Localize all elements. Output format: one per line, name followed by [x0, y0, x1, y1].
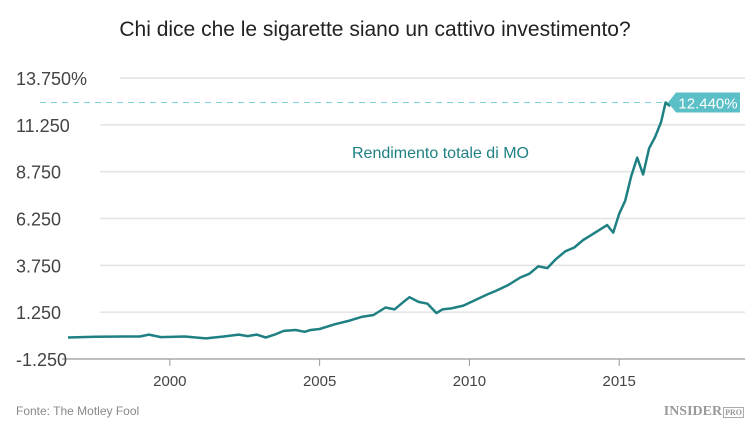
series-line-mo — [67, 101, 671, 340]
y-tick-label: -1.250 — [16, 350, 67, 370]
series-label: Rendimento totale di MO — [352, 145, 529, 162]
logo-main: INSIDER — [663, 404, 723, 419]
x-tick-label: 2015 — [602, 373, 635, 390]
y-tick-label: 8.750 — [16, 163, 61, 183]
insider-pro-logo: INSIDER PRO — [664, 404, 744, 420]
end-value-badge — [668, 92, 740, 113]
source-note: Fonte: The Motley Fool — [16, 404, 140, 418]
x-tick-label: 2010 — [453, 373, 486, 390]
logo-suffix: PRO — [723, 407, 744, 418]
x-tick-label: 2000 — [153, 373, 186, 390]
x-tick-label: 2005 — [303, 373, 336, 390]
y-tick-label: 13.750% — [16, 69, 87, 89]
y-tick-label: 6.250 — [16, 210, 61, 230]
y-tick-label: 11.250 — [16, 116, 70, 136]
y-tick-label: 1.250 — [16, 303, 61, 323]
y-tick-label: 3.750 — [16, 256, 61, 276]
chart-title: Chi dice che le sigarette siano un catti… — [119, 18, 631, 41]
end-value-label: 12.440% — [678, 96, 737, 113]
